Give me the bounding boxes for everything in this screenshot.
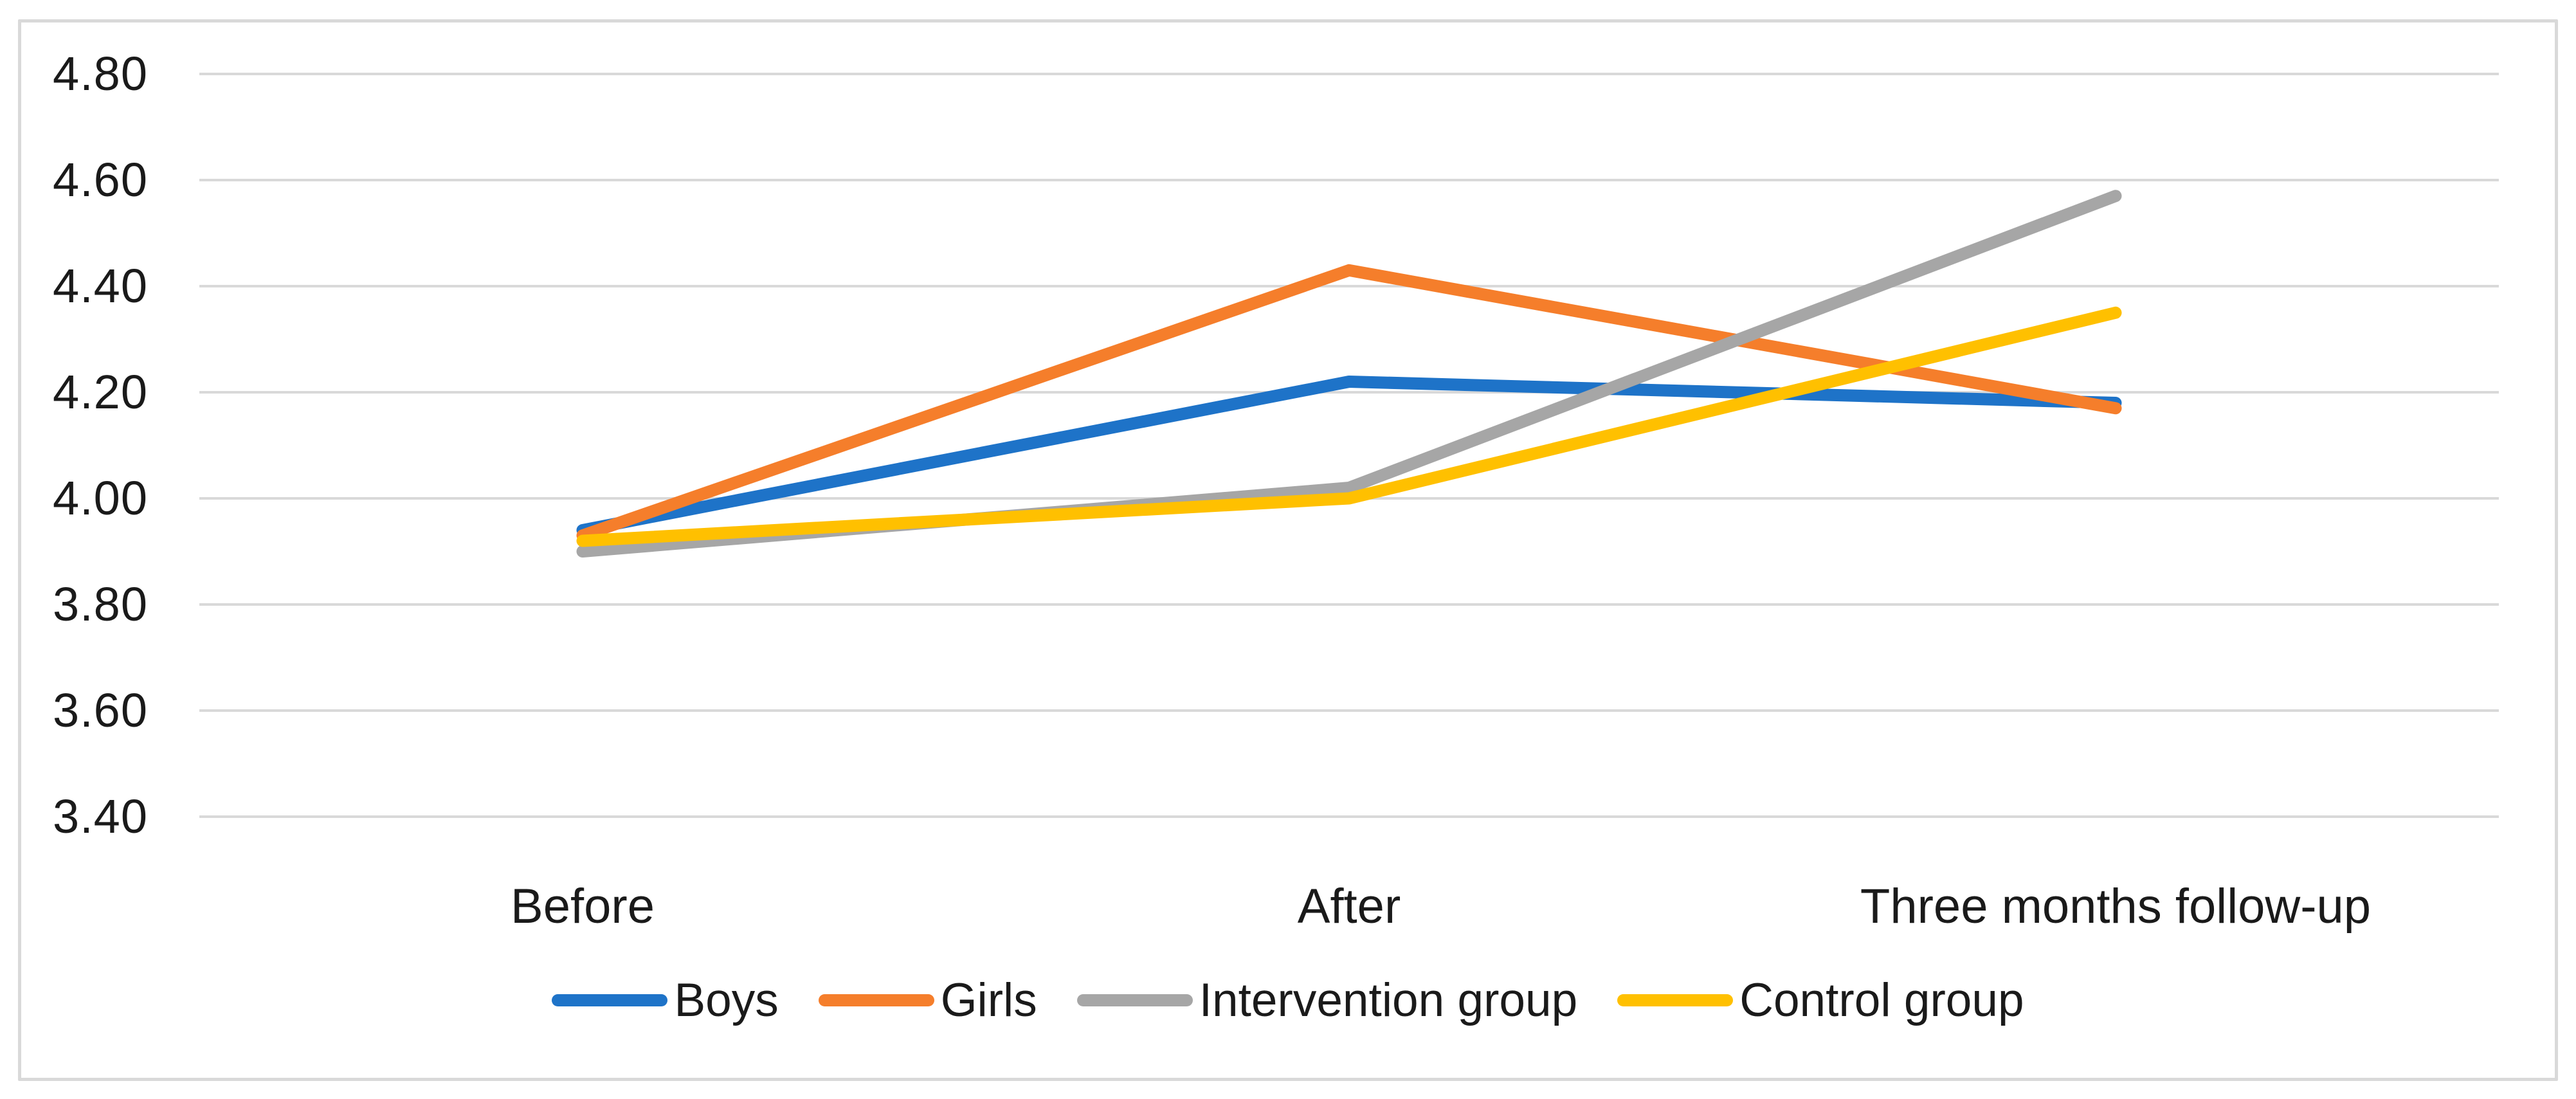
- series-line-control-group: [576, 306, 2122, 547]
- legend-item-boys: Boys: [552, 974, 779, 1026]
- y-tick-label: 3.40: [52, 790, 148, 843]
- legend-label: Control group: [1739, 974, 2024, 1026]
- series-line-girls: [576, 264, 2122, 542]
- series-line-boys: [576, 376, 2122, 536]
- legend-swatch-icon: [818, 994, 934, 1006]
- legend: Boys Girls Intervention group Control group: [0, 972, 2576, 1028]
- legend-item-control-group: Control group: [1617, 977, 2024, 1024]
- x-category-label: Three months follow-up: [1860, 879, 2372, 934]
- legend-swatch-icon: [1617, 994, 1734, 1006]
- y-tick-label: 4.20: [52, 365, 148, 419]
- legend-label: Boys: [674, 974, 779, 1026]
- legend-swatch-icon: [552, 994, 668, 1006]
- y-tick-label: 3.80: [52, 577, 148, 631]
- y-tick-label: 4.80: [52, 47, 148, 100]
- legend-label: Girls: [940, 974, 1037, 1026]
- legend-swatch-icon: [1076, 994, 1193, 1006]
- x-category-label: After: [1297, 879, 1401, 934]
- chart-border-frame: [18, 19, 2558, 1081]
- y-tick-label: 4.00: [52, 471, 148, 525]
- y-tick-label: 4.60: [52, 153, 148, 206]
- y-tick-label: 3.60: [52, 684, 148, 737]
- legend-item-girls: Girls: [818, 974, 1037, 1026]
- y-tick-label: 4.40: [52, 259, 148, 313]
- legend-label: Intervention group: [1199, 974, 1578, 1026]
- x-category-label: Before: [511, 879, 655, 934]
- legend-item-intervention-group: Intervention group: [1076, 974, 1578, 1026]
